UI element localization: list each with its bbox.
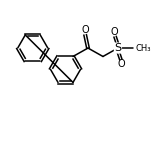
Text: O: O: [81, 25, 89, 35]
Text: S: S: [114, 43, 121, 53]
Text: O: O: [118, 59, 126, 69]
Text: CH₃: CH₃: [136, 44, 151, 53]
Text: O: O: [110, 27, 118, 37]
